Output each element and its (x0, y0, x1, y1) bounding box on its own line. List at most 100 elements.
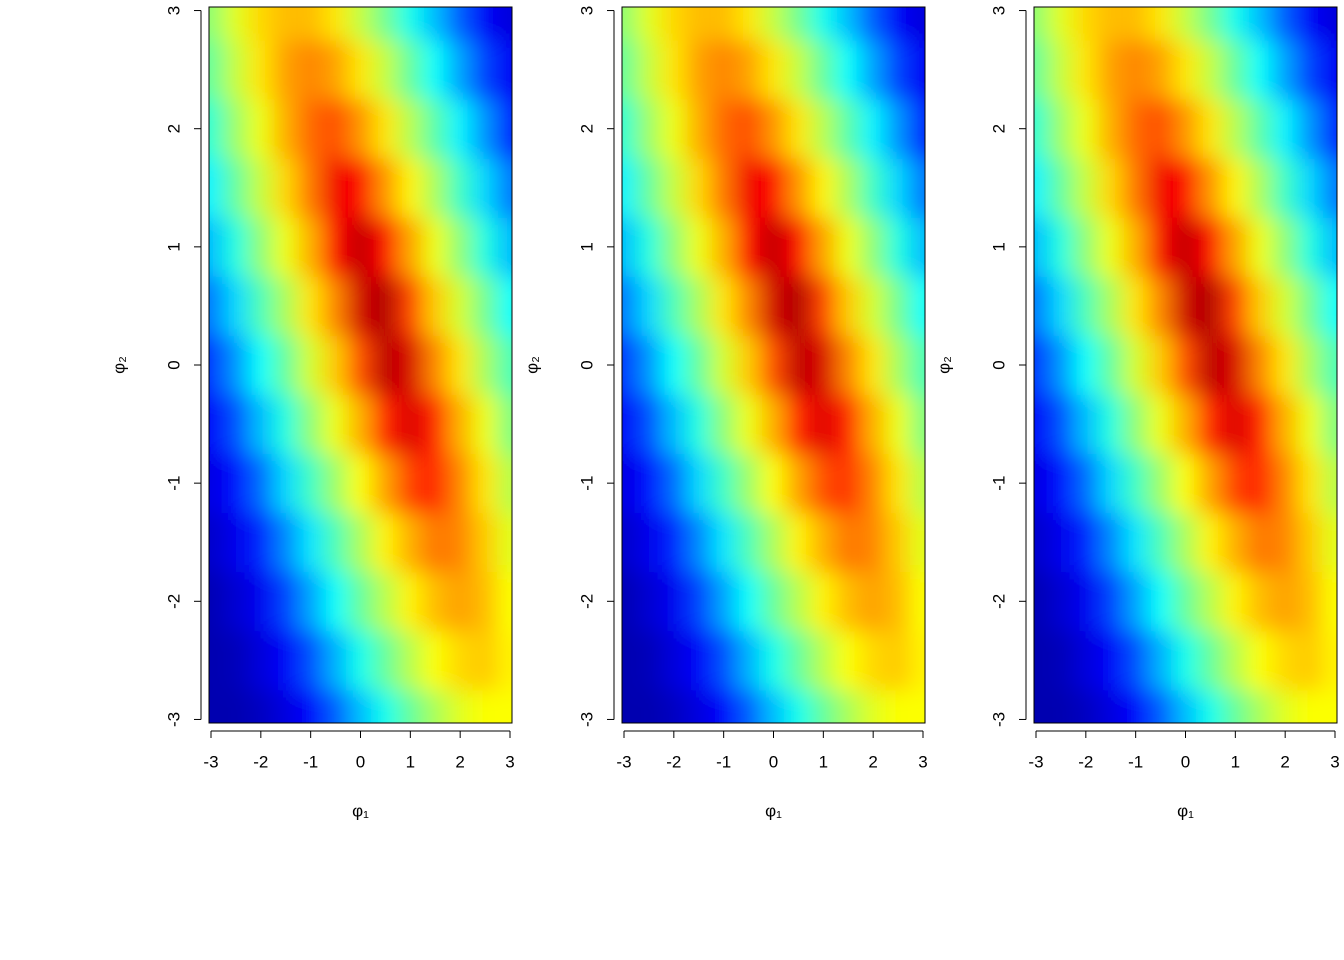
heatmap-cell (497, 334, 512, 396)
heatmap-cell (297, 7, 324, 41)
heatmap-cell (1197, 512, 1224, 573)
heatmap-cell (397, 98, 424, 159)
heatmap-cell (272, 394, 299, 455)
heatmap-cell (347, 512, 374, 573)
heatmap-cell (297, 39, 324, 100)
heatmap-cell (1047, 394, 1074, 455)
heatmap-cell (910, 98, 925, 159)
heatmap-cell (1222, 394, 1249, 455)
x-tick-label: -1 (716, 752, 731, 771)
heatmap-cell (735, 453, 762, 514)
y-tick-label: -3 (989, 712, 1008, 727)
y-tick-label: 0 (164, 360, 183, 369)
heatmap-cell (222, 571, 249, 632)
heatmap-cell (1097, 39, 1124, 100)
heatmap-cell (810, 216, 837, 277)
heatmap-cell (347, 98, 374, 159)
heatmap-cell (372, 98, 399, 159)
heatmap-cell (422, 7, 449, 41)
heatmap-cell (1122, 394, 1149, 455)
x-tick-label: 0 (769, 752, 778, 771)
heatmap-cell (660, 7, 687, 41)
heatmap-cell (272, 157, 299, 218)
heatmap-cell (322, 394, 349, 455)
heatmap-cell (1222, 7, 1249, 41)
heatmap-cell (397, 39, 424, 100)
heatmap-cell (760, 453, 787, 514)
heatmap-cell (447, 453, 474, 514)
heatmap-cell (860, 571, 887, 632)
heatmap-cell (247, 571, 274, 632)
heatmap-cell (497, 39, 512, 100)
heatmap-cell (910, 7, 925, 41)
heatmap-cell (860, 98, 887, 159)
heatmap-cell (710, 394, 737, 455)
heatmap-cell (760, 7, 787, 41)
heatmap-cell (247, 275, 274, 336)
heatmap-cell (885, 453, 912, 514)
x-tick-label: -3 (203, 752, 218, 771)
heatmap-cell (1297, 630, 1324, 691)
heatmap-cell (1297, 39, 1324, 100)
heatmap-cell (1272, 157, 1299, 218)
heatmap-cell (1047, 630, 1074, 691)
heatmap-cell (1172, 571, 1199, 632)
heatmap-cell (1222, 630, 1249, 691)
heatmap-cell (1034, 7, 1049, 41)
heatmap-cell (1247, 512, 1274, 573)
heatmap-cell (660, 39, 687, 100)
heatmap-cell (422, 216, 449, 277)
heatmap-cell (685, 453, 712, 514)
heatmap-cell (447, 512, 474, 573)
heatmap-cell (885, 512, 912, 573)
heatmap-cell (1072, 689, 1099, 723)
heatmap-cell (1072, 630, 1099, 691)
x-tick-label: -2 (1078, 752, 1093, 771)
heatmap-cell (1247, 216, 1274, 277)
heatmap-cell (1222, 216, 1249, 277)
heatmap-cell (1034, 630, 1049, 691)
heatmap-cell (247, 334, 274, 396)
heatmap (1034, 7, 1337, 723)
heatmap-cell (397, 7, 424, 41)
heatmap-cell (472, 7, 499, 41)
heatmap-cell (297, 571, 324, 632)
heatmap-cell (685, 7, 712, 41)
heatmap-cell (397, 157, 424, 218)
heatmap-cell (372, 157, 399, 218)
heatmap-cell (397, 630, 424, 691)
heatmap-cell (835, 394, 862, 455)
heatmap-cell (735, 216, 762, 277)
plot-frame (1033, 6, 1338, 724)
heatmap-cell (272, 453, 299, 514)
heatmap-cell (372, 571, 399, 632)
heatmap-cell (1172, 453, 1199, 514)
heatmap-cell (322, 98, 349, 159)
heatmap-cell (1197, 630, 1224, 691)
heatmap-cell (472, 334, 499, 396)
heatmap-cell (810, 512, 837, 573)
heatmap-cell (1197, 216, 1224, 277)
heatmap-cell (635, 98, 662, 159)
heatmap-cell (835, 571, 862, 632)
heatmap-cell (1147, 157, 1174, 218)
heatmap-cell (347, 453, 374, 514)
heatmap-cell (1034, 98, 1049, 159)
heatmap-cell (622, 216, 637, 277)
heatmap-cell (347, 689, 374, 723)
heatmap-cell (785, 216, 812, 277)
y-tick-label: -1 (577, 476, 596, 491)
heatmap-cell (760, 630, 787, 691)
heatmap-cell (685, 630, 712, 691)
heatmap-cell (297, 275, 324, 336)
heatmap-cell (472, 689, 499, 723)
heatmap-cell (835, 512, 862, 573)
heatmap-cell (247, 512, 274, 573)
heatmap-cell (1034, 334, 1049, 396)
heatmap-cell (209, 98, 224, 159)
heatmap-cell (1222, 571, 1249, 632)
heatmap-cell (347, 39, 374, 100)
heatmap-cell (472, 571, 499, 632)
heatmap-cell (272, 630, 299, 691)
